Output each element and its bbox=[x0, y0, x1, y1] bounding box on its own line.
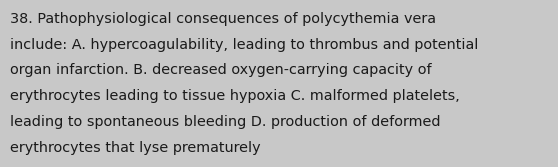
Text: 38. Pathophysiological consequences of polycythemia vera: 38. Pathophysiological consequences of p… bbox=[10, 12, 436, 26]
Text: include: A. hypercoagulability, leading to thrombus and potential: include: A. hypercoagulability, leading … bbox=[10, 38, 478, 52]
Text: leading to spontaneous bleeding D. production of deformed: leading to spontaneous bleeding D. produ… bbox=[10, 115, 441, 129]
Text: erythrocytes that lyse prematurely: erythrocytes that lyse prematurely bbox=[10, 141, 261, 155]
Text: organ infarction. B. decreased oxygen-carrying capacity of: organ infarction. B. decreased oxygen-ca… bbox=[10, 63, 432, 77]
Text: erythrocytes leading to tissue hypoxia C. malformed platelets,: erythrocytes leading to tissue hypoxia C… bbox=[10, 89, 460, 103]
